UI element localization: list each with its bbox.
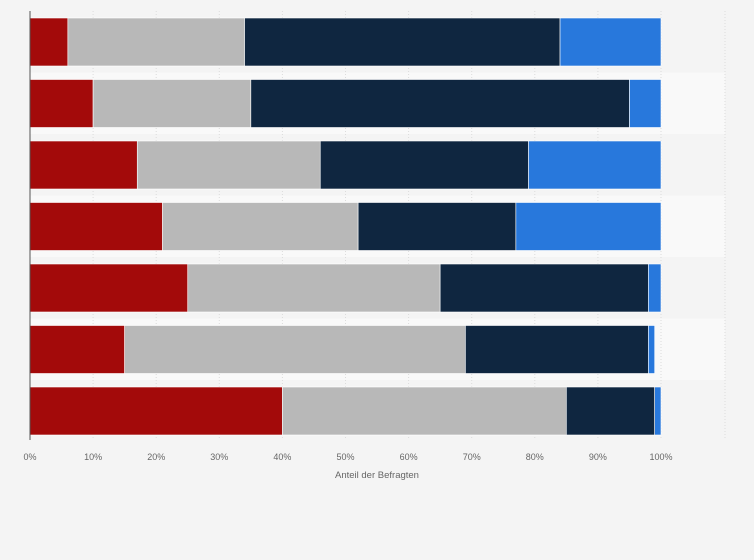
bar-segment[interactable] (29, 17, 69, 67)
bar-segment[interactable] (648, 325, 655, 374)
bar-segment[interactable] (282, 386, 567, 436)
bar-segment[interactable] (29, 79, 94, 128)
bar-segment[interactable] (124, 325, 466, 374)
bar-segment[interactable] (528, 140, 662, 190)
x-tick-label: 70% (463, 452, 481, 462)
bar-segment[interactable] (250, 79, 630, 128)
bar-segment[interactable] (465, 325, 649, 374)
bar-segment[interactable] (29, 386, 283, 436)
bar-segment[interactable] (162, 202, 359, 251)
x-axis-title: Anteil der Befragten (335, 470, 419, 481)
bar-segment[interactable] (566, 386, 655, 436)
x-tick-label: 10% (84, 452, 102, 462)
bar-segment[interactable] (136, 140, 321, 190)
x-tick-label: 0% (23, 452, 36, 462)
bar-segment[interactable] (357, 202, 517, 251)
x-tick-label: 60% (400, 452, 418, 462)
x-tick-labels: 0% 10% 20% 30% 40% 50% 60% 70% 80% 90% 100% (23, 452, 672, 462)
bar-segment[interactable] (29, 325, 125, 374)
x-tick-label: 90% (589, 452, 607, 462)
bar-segment[interactable] (67, 17, 245, 67)
x-tick-label: 80% (526, 452, 544, 462)
bar-segment[interactable] (559, 17, 662, 67)
x-tick-label: 30% (210, 452, 228, 462)
bar-segment[interactable] (515, 202, 662, 251)
bar-segment[interactable] (439, 263, 649, 313)
x-tick-label: 100% (649, 452, 672, 462)
bar-segment[interactable] (92, 79, 252, 128)
bar-segment[interactable] (629, 79, 662, 128)
bar-segment[interactable] (29, 140, 138, 190)
x-tick-label: 40% (273, 452, 291, 462)
x-tick-label: 50% (336, 452, 354, 462)
x-tick-label: 20% (147, 452, 165, 462)
bar-segment[interactable] (187, 263, 441, 313)
bars (29, 17, 662, 436)
bar-segment[interactable] (648, 263, 662, 313)
bar-segment[interactable] (654, 386, 662, 436)
bar-segment[interactable] (244, 17, 561, 67)
bar-segment[interactable] (29, 202, 163, 251)
bar-segment[interactable] (319, 140, 529, 190)
bar-segment[interactable] (29, 263, 189, 313)
